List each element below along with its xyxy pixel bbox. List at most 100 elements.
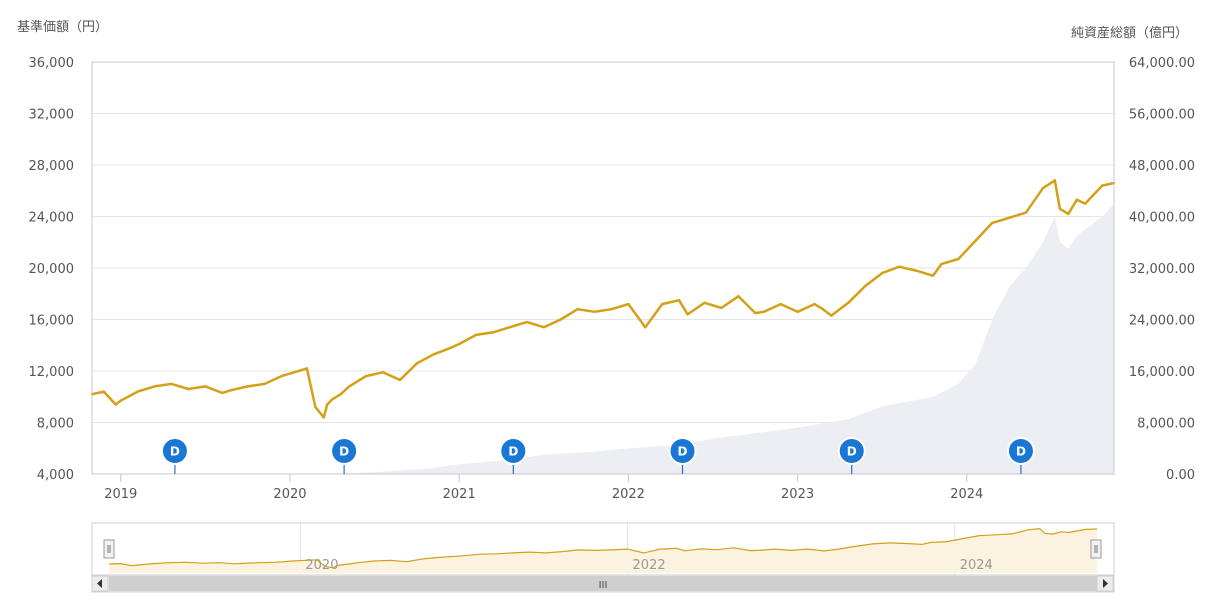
nav-price-point [821, 308, 825, 311]
nav-price-point [703, 301, 706, 304]
nav-price-point [170, 382, 173, 386]
dividend-marker[interactable] [160, 437, 189, 465]
nav-price-point [415, 362, 419, 365]
nav-price-point [119, 399, 123, 402]
dividend-marker-label: D [170, 445, 180, 459]
nav-price-point [830, 314, 833, 317]
dividend-marker[interactable] [499, 437, 528, 465]
nav-price-point [322, 416, 325, 419]
dividend-marker[interactable] [837, 437, 866, 465]
navigator-tick-label: 2022 [633, 558, 666, 573]
nav-price-point [559, 318, 562, 321]
nav-price-point [246, 385, 249, 388]
nav-price-point [339, 393, 342, 396]
x-axis-ticks: 2019 2020 2021 2022 2023 2024 [104, 474, 983, 502]
nav-price-point [114, 403, 117, 406]
dividend-marker[interactable] [1006, 437, 1035, 465]
x-tick-label: 2021 [443, 487, 476, 502]
nav-price-point [762, 310, 765, 313]
x-tick-label: 2023 [781, 487, 814, 502]
nav-price-point [1024, 211, 1028, 214]
nav-price-point [1092, 193, 1095, 196]
nav-price-point [280, 374, 283, 378]
navigator-left-handle[interactable] [103, 539, 115, 559]
nav-price-point [796, 310, 799, 313]
nav-price-point [914, 269, 918, 272]
nav-price-point [221, 391, 224, 395]
nav-price-point [1041, 187, 1045, 190]
left-tick-label: 12,000 [29, 365, 75, 380]
dividend-marker-label: D [508, 445, 518, 459]
navigator-scrollbar[interactable]: III [91, 574, 1115, 593]
nav-price-point [204, 385, 207, 388]
range-navigator: 2020 2022 2024 [91, 522, 1115, 576]
nav-price-point [102, 390, 106, 393]
nav-price-point [1075, 198, 1079, 201]
nav-price-point [542, 326, 545, 329]
nav-price-point [331, 398, 334, 401]
left-tick-label: 36,000 [29, 56, 75, 71]
nav-price-point [508, 326, 512, 329]
nav-price-point [491, 331, 495, 334]
left-axis-ticks: 4,000 8,000 12,000 16,000 20,000 24,000 28,000… [29, 56, 75, 483]
nav-price-point [1058, 207, 1062, 210]
nav-price-point [1067, 212, 1070, 216]
nav-price-point [864, 284, 867, 288]
nav-price-point [940, 262, 943, 266]
x-tick-label: 2019 [104, 487, 137, 502]
net-assets-area [92, 203, 1114, 474]
right-tick-label: 8,000.00 [1137, 417, 1195, 432]
nav-price-line [90, 179, 1116, 419]
nav-price-point [432, 353, 435, 356]
dividend-marker[interactable] [668, 437, 697, 465]
nav-price-point [720, 306, 723, 310]
grid-lines [92, 113, 1114, 423]
right-tick-label: 24,000.00 [1129, 314, 1195, 329]
nav-price-point [314, 405, 317, 409]
nav-price-point [263, 382, 266, 386]
nav-price-point [229, 389, 232, 392]
nav-price-point [957, 257, 960, 261]
right-tick-label: 32,000.00 [1129, 262, 1195, 277]
nav-price-point [686, 313, 689, 316]
right-tick-label: 0.00 [1166, 468, 1195, 483]
nav-price-point [610, 308, 613, 311]
x-tick-label: 2020 [273, 487, 306, 502]
dividend-marker-label: D [1016, 445, 1026, 459]
nav-price-point [1101, 184, 1104, 187]
left-tick-label: 4,000 [37, 468, 74, 483]
scrollbar-grip: III [599, 580, 608, 591]
nav-price-point [974, 239, 977, 243]
navigator-line [108, 527, 1098, 569]
navigator-ticks: 2020 2022 2024 [305, 558, 992, 573]
left-tick-label: 24,000 [29, 211, 75, 226]
left-tick-label: 32,000 [29, 108, 75, 123]
left-tick-label: 20,000 [29, 262, 75, 277]
scroll-right-arrow-icon [1103, 579, 1108, 588]
navigator-right-handle[interactable] [1090, 539, 1102, 559]
nav-price-line-path [91, 179, 1115, 419]
right-tick-label: 56,000.00 [1129, 108, 1195, 123]
navigator-tick-label: 2024 [960, 558, 993, 573]
nav-price-point [326, 403, 329, 406]
nav-price-point [398, 378, 402, 382]
dividend-marker-label: D [339, 445, 349, 459]
dividend-marker[interactable] [330, 437, 359, 465]
nav-price-point [187, 387, 190, 391]
scrollbar-thumb[interactable] [109, 576, 1097, 591]
nav-price-point [881, 271, 884, 275]
navigator-area-fill [109, 528, 1097, 573]
nav-price-point [754, 311, 757, 315]
nav-price-point [779, 302, 782, 306]
nav-price-point [381, 371, 385, 374]
dividend-marker-label: D [678, 445, 688, 459]
nav-price-point [991, 221, 994, 225]
dividend-marker-label: D [847, 445, 857, 459]
left-axis-title: 基準価額（円） [17, 19, 108, 35]
x-tick-label: 2024 [950, 487, 983, 502]
nav-price-point [474, 333, 478, 337]
nav-price-point [1053, 179, 1057, 182]
nav-price-point [525, 320, 529, 324]
